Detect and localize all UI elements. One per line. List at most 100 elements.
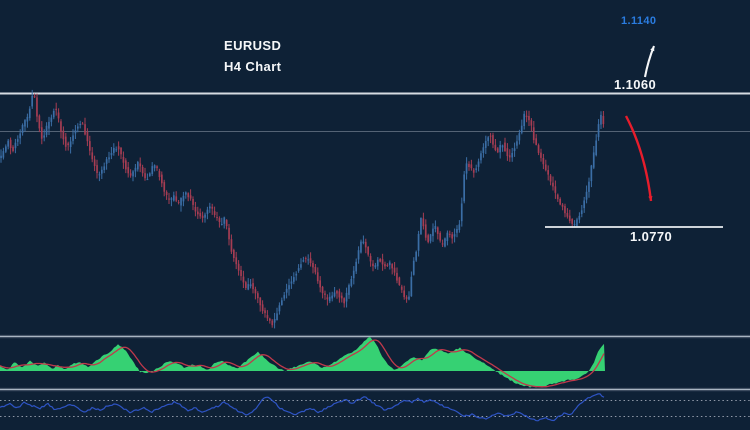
candle-body [436, 227, 439, 234]
candle-body [328, 296, 331, 302]
candle-body [374, 265, 377, 268]
candle-body [561, 204, 564, 207]
candle-body [595, 140, 597, 156]
candle-body [542, 158, 545, 165]
candle-body [91, 152, 94, 160]
candle-body [600, 114, 602, 125]
candle-body [211, 206, 214, 209]
candle-body [64, 136, 67, 147]
candle-body [225, 219, 228, 226]
candle-body [451, 234, 453, 239]
candle-body [33, 96, 36, 98]
candle-body [7, 140, 9, 147]
candle-body [36, 97, 38, 117]
candle-body [408, 296, 410, 300]
candle-body [444, 238, 446, 247]
candle-body [516, 141, 518, 146]
candle-body [410, 276, 413, 297]
candle-body [14, 142, 17, 149]
candle-body [352, 270, 355, 279]
candle-body [281, 300, 283, 306]
candle-body [168, 198, 170, 200]
candle-body [177, 201, 180, 203]
candle-body [384, 264, 386, 267]
candle-body [254, 289, 257, 294]
candle-body [74, 130, 77, 134]
candle-body [264, 310, 266, 314]
candle-body [182, 195, 185, 202]
candle-body [230, 239, 233, 252]
candle-body [355, 261, 357, 272]
candle-body [266, 315, 269, 319]
candle-body [43, 135, 45, 138]
candle-body [547, 170, 549, 175]
candle-body [446, 232, 449, 241]
candle-body [237, 263, 240, 271]
candle-body [89, 141, 91, 151]
candle-body [585, 191, 588, 200]
candle-body [367, 246, 369, 255]
candle-body [276, 313, 278, 320]
candle-body [79, 123, 82, 125]
oscillator-fill [0, 336, 605, 388]
candle-body [326, 297, 329, 300]
candle-body [62, 130, 65, 140]
candle-body [52, 111, 55, 118]
candle-body [117, 146, 120, 150]
candle-body [204, 214, 206, 218]
candle-body [379, 259, 381, 262]
candle-body [180, 197, 182, 206]
candle-body [429, 234, 432, 242]
candle-body [316, 272, 319, 282]
candle-body [540, 152, 542, 158]
candle-body [161, 174, 163, 184]
candle-body [26, 116, 29, 122]
candle-body [57, 112, 60, 119]
candle-body [528, 116, 530, 121]
candle-body [494, 144, 497, 150]
candle-body [108, 157, 110, 160]
candle-body [9, 139, 12, 148]
candle-body [480, 153, 482, 161]
candle-body [228, 227, 230, 240]
candle-body [185, 192, 187, 195]
candle-body [396, 272, 398, 281]
candle-body [115, 149, 118, 151]
candle-body [544, 164, 547, 171]
candle-body [45, 125, 48, 135]
candle-body [319, 280, 321, 288]
support-price-label: 1.0770 [630, 229, 673, 244]
candle-body [194, 207, 197, 212]
candle-body [309, 258, 312, 263]
rsi-line [0, 393, 605, 422]
candle-body [218, 218, 221, 222]
candle-body [105, 159, 108, 164]
candle-body [55, 108, 57, 111]
candle-body [403, 290, 405, 298]
candle-body [103, 166, 106, 170]
candle-body [273, 319, 276, 323]
candle-body [201, 215, 204, 218]
candle-body [240, 270, 242, 276]
candle-body [535, 138, 537, 145]
candle-body [60, 121, 62, 132]
candle-body [523, 113, 525, 126]
candle-body [602, 116, 605, 124]
candle-body [400, 286, 403, 290]
candle-body [576, 219, 578, 226]
candle-body [331, 295, 333, 299]
candle-body [261, 304, 264, 312]
candle-body [247, 284, 250, 290]
candle-body [12, 146, 14, 151]
candle-body [532, 127, 535, 141]
candle-body [417, 234, 420, 251]
candle-body [364, 241, 367, 248]
candle-body [129, 173, 132, 176]
candle-body [213, 211, 216, 215]
candle-body [564, 206, 566, 214]
candle-body [98, 174, 101, 176]
oscillator-signal-line [0, 339, 605, 388]
candlestick-series [0, 89, 605, 329]
candle-body [580, 210, 583, 214]
candle-body [86, 131, 89, 142]
